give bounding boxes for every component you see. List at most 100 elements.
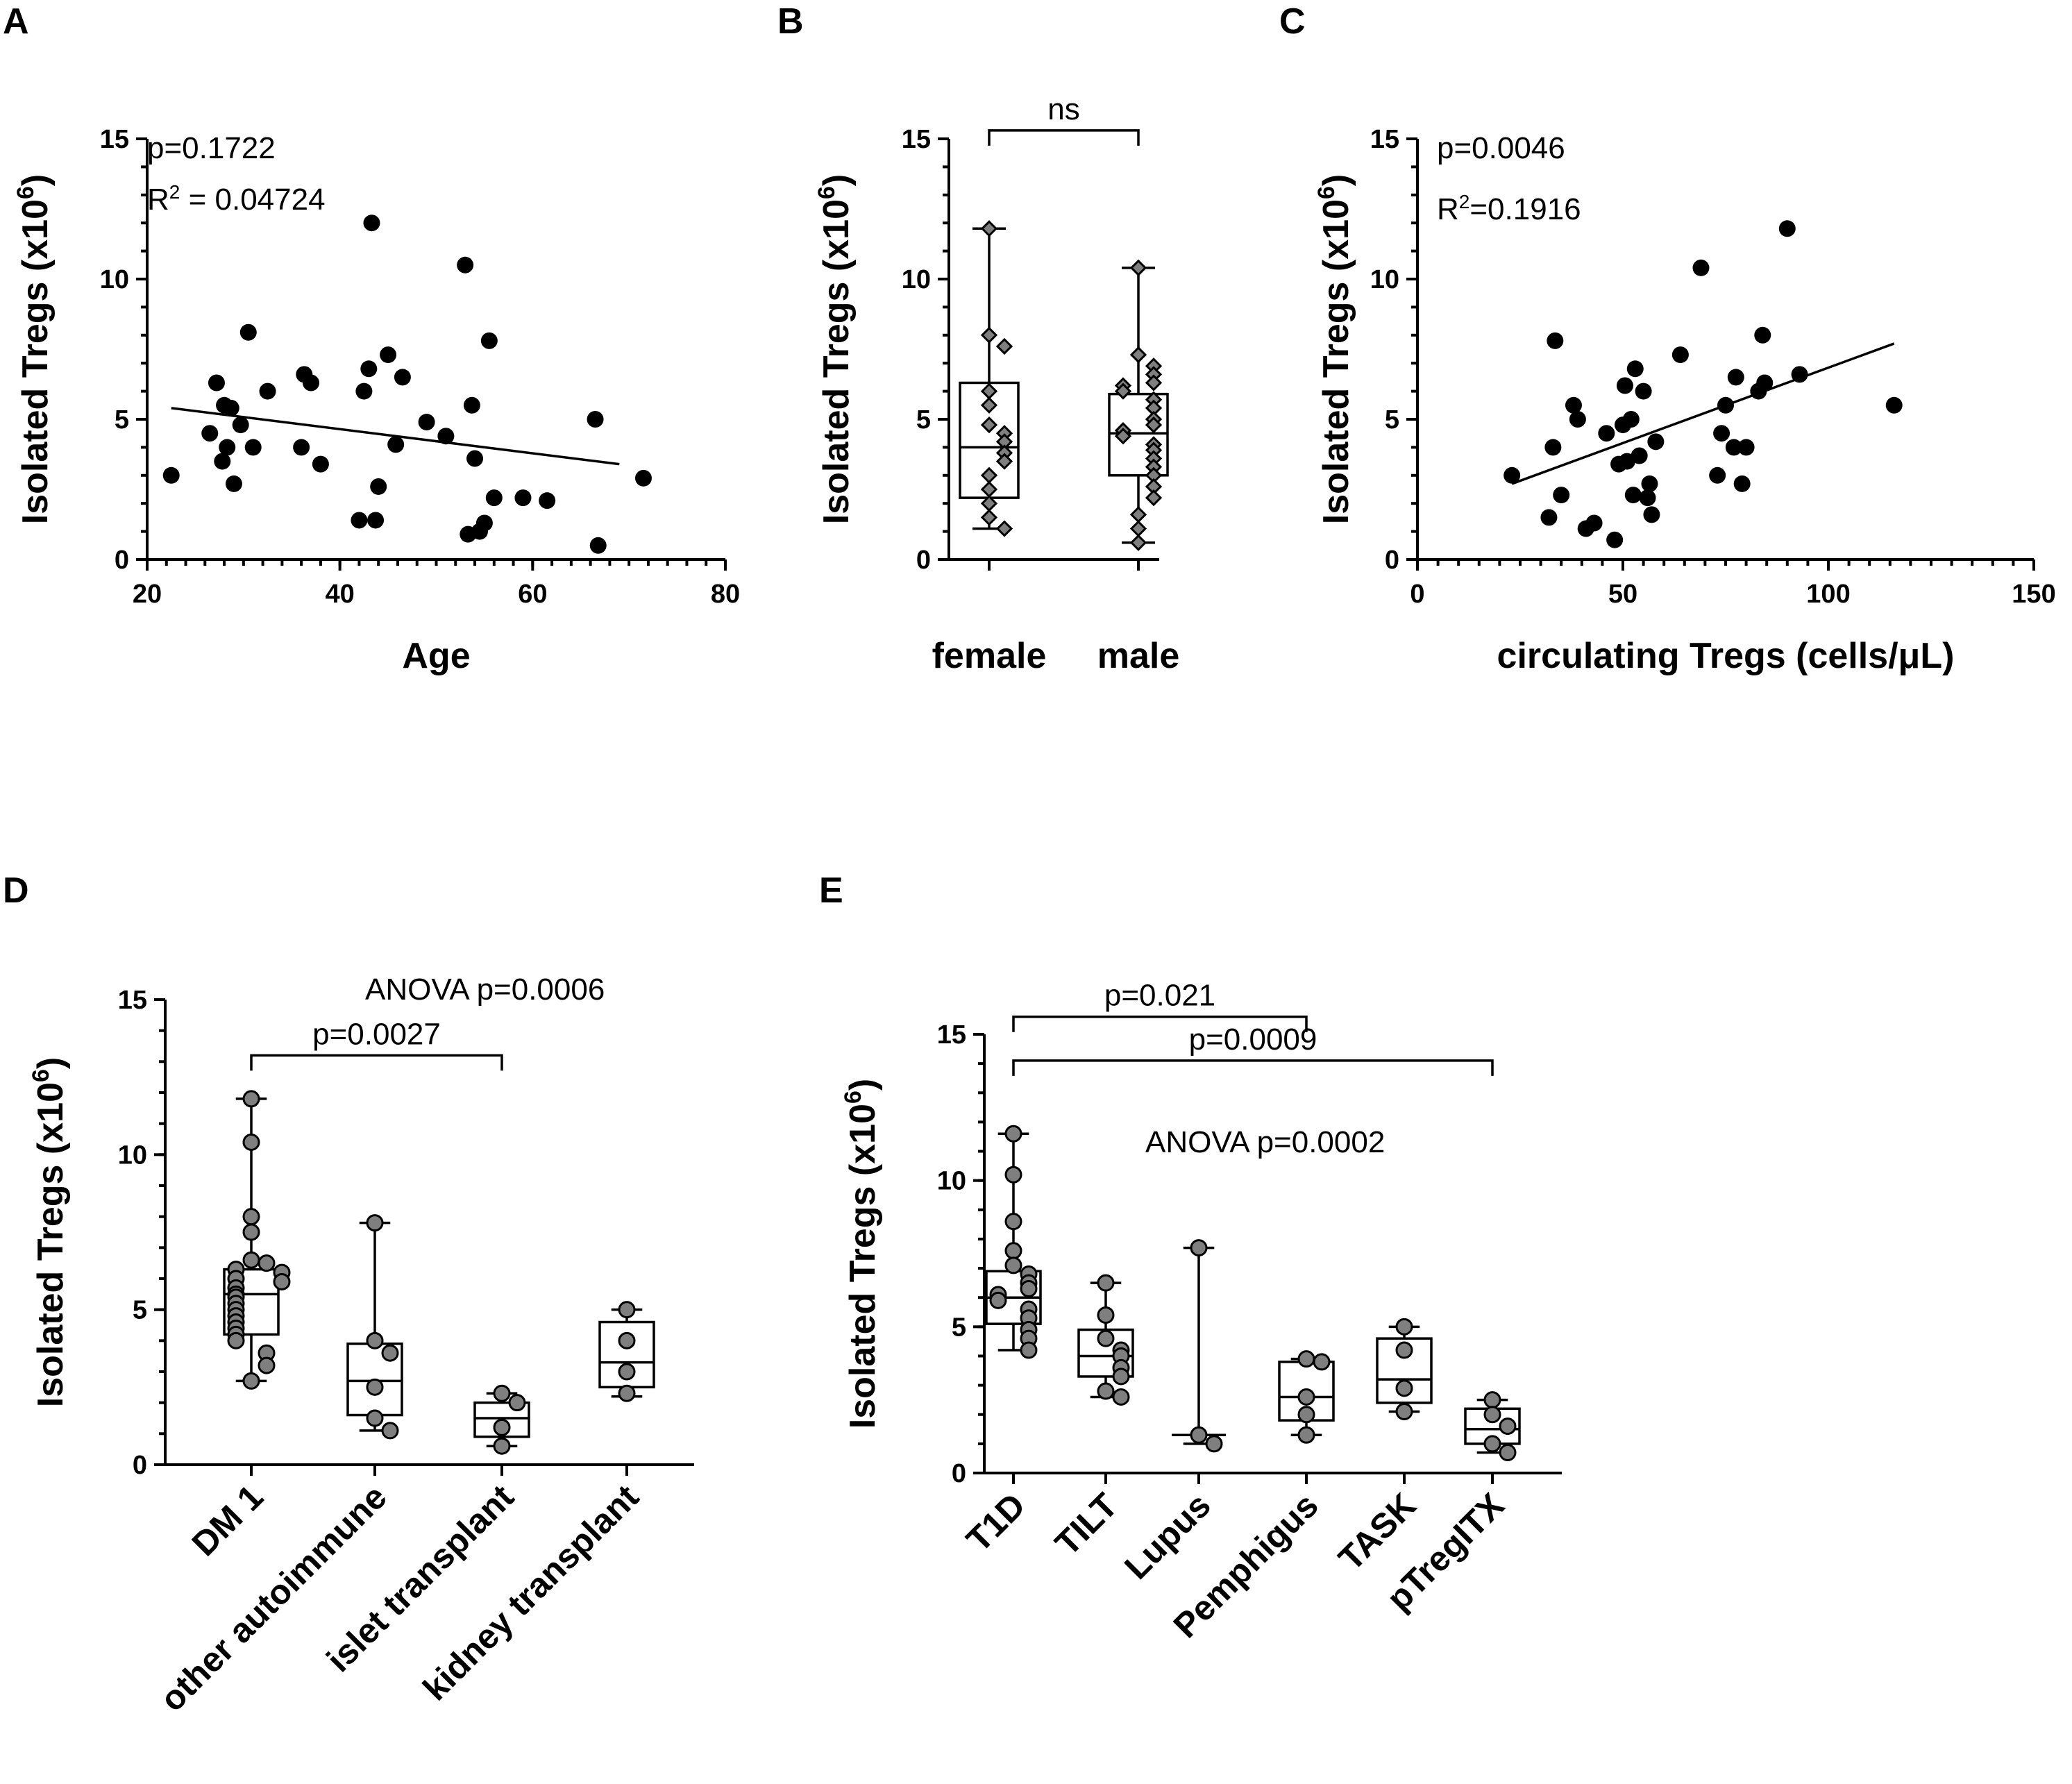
- data-point: [457, 256, 474, 274]
- category-label: kidney transplant: [415, 1477, 646, 1708]
- data-point: [1145, 489, 1163, 507]
- data-point: [1112, 1388, 1130, 1406]
- data-point: [242, 1208, 260, 1226]
- data-point: [1395, 1403, 1413, 1421]
- y-axis-label-text: Isolated Tregs (x106): [12, 174, 56, 524]
- data-point: [242, 1090, 260, 1108]
- data-point: [1114, 382, 1132, 400]
- y-tick-label: 15: [100, 125, 129, 154]
- data-point: [1622, 411, 1640, 428]
- data-point: [1616, 377, 1633, 394]
- data-point: [394, 369, 411, 386]
- data-point: [227, 1331, 245, 1349]
- comparison-bracket: [1012, 1015, 1308, 1032]
- y-axis-label-close: ): [15, 174, 56, 186]
- data-point: [1297, 1350, 1315, 1368]
- y-axis-label-text: Isolated Tregs (x106): [1313, 174, 1356, 524]
- data-point: [1727, 369, 1744, 386]
- data-point: [201, 425, 219, 442]
- y-tick-label: 10: [1370, 265, 1399, 294]
- data-point: [539, 492, 556, 510]
- data-point: [367, 512, 385, 529]
- data-point: [1713, 425, 1730, 442]
- y-axis-label-sup: 6: [840, 1091, 866, 1104]
- data-point: [1540, 509, 1558, 526]
- x-tick-label: 80: [711, 580, 740, 609]
- data-point: [418, 414, 435, 431]
- data-point: [980, 509, 998, 526]
- data-point: [1004, 1256, 1022, 1274]
- data-point: [1671, 346, 1689, 364]
- data-point: [1791, 366, 1808, 383]
- data-point: [1129, 520, 1147, 537]
- data-point: [466, 450, 484, 467]
- data-point: [242, 1251, 260, 1269]
- y-tick-label: 10: [902, 265, 931, 294]
- x-tick-label: 20: [133, 580, 162, 609]
- data-point: [1114, 428, 1132, 445]
- x-tick-label: 50: [1608, 580, 1637, 609]
- data-point: [1565, 396, 1582, 414]
- data-point: [618, 1331, 636, 1349]
- y-axis-label: Isolated Tregs (x106): [28, 1057, 71, 1407]
- data-point: [355, 382, 373, 400]
- data-point: [634, 469, 652, 487]
- y-tick-label: 10: [100, 265, 129, 294]
- data-point: [980, 416, 998, 434]
- y-axis-label-sup: 6: [1313, 186, 1340, 199]
- data-point: [242, 1133, 260, 1151]
- data-point: [1585, 514, 1603, 532]
- r2-base: R: [147, 183, 169, 217]
- data-point: [1885, 396, 1903, 414]
- data-point: [508, 1394, 526, 1412]
- y-axis-label-main: Isolated Tregs (x10: [15, 199, 56, 524]
- y-tick-label: 0: [115, 546, 129, 575]
- data-point: [463, 396, 480, 414]
- data-point: [1190, 1239, 1208, 1257]
- data-point: [1145, 416, 1163, 434]
- data-point: [1097, 1306, 1115, 1324]
- data-point: [232, 416, 249, 434]
- comparison-label: ns: [1047, 92, 1079, 126]
- data-point: [366, 1409, 384, 1427]
- y-axis-label-close: ): [843, 1079, 883, 1091]
- data-point: [475, 514, 493, 532]
- x-tick-label: 100: [1806, 580, 1850, 609]
- y-axis-label-main: Isolated Tregs (x10: [1316, 199, 1356, 524]
- r2-rest: = 0.04724: [180, 183, 325, 217]
- data-point: [1725, 439, 1742, 456]
- x-tick-label: 40: [326, 580, 355, 609]
- y-axis-label-main: Isolated Tregs (x10: [816, 199, 857, 524]
- y-tick-label: 15: [937, 1020, 966, 1050]
- y-tick-label: 15: [1370, 125, 1399, 154]
- panel-letter: A: [3, 1, 29, 42]
- data-point: [387, 436, 405, 453]
- data-point: [618, 1363, 636, 1381]
- comparison-label: p=0.021: [1104, 979, 1215, 1013]
- data-point: [366, 1331, 384, 1349]
- data-point: [980, 326, 998, 344]
- anova-label: ANOVA p=0.0006: [365, 973, 605, 1007]
- data-point: [312, 455, 329, 473]
- data-point: [258, 1356, 276, 1374]
- data-point: [1190, 1426, 1208, 1444]
- data-point: [1499, 1417, 1517, 1436]
- y-tick-label: 5: [952, 1313, 966, 1342]
- panel-letter: C: [1279, 1, 1306, 42]
- r2-annotation: R2=0.1916: [1437, 191, 1581, 226]
- data-point: [162, 466, 180, 484]
- x-axis-label: Age: [402, 636, 470, 676]
- data-point: [437, 428, 455, 445]
- comparison-label: p=0.0009: [1189, 1023, 1317, 1057]
- comparison-bracket: [988, 129, 1140, 146]
- y-tick-label: 15: [118, 986, 147, 1015]
- x-tick-label: 0: [1410, 580, 1424, 609]
- data-point: [1569, 411, 1586, 428]
- category-label: female: [932, 636, 1047, 676]
- data-point: [1717, 396, 1734, 414]
- y-axis-label: Isolated Tregs (x106): [814, 174, 857, 524]
- data-point: [303, 374, 320, 392]
- data-point: [618, 1301, 636, 1319]
- y-tick-label: 10: [118, 1141, 147, 1170]
- data-point: [1004, 1213, 1022, 1231]
